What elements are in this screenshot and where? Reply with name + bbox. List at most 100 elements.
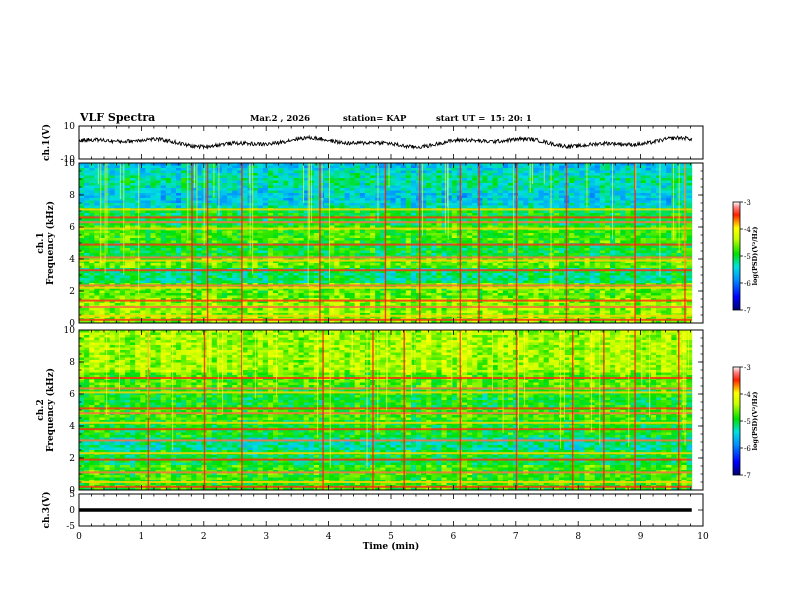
- spectrogram-cell: [405, 240, 412, 244]
- spectrogram-cell: [267, 273, 274, 276]
- spectrogram-cell: [196, 258, 202, 261]
- spectrogram-cell: [303, 288, 310, 291]
- spectrogram-cell: [242, 210, 248, 214]
- spectrogram-cell: [441, 185, 448, 189]
- spectrogram-cell: [298, 270, 305, 274]
- spectrogram-cell: [252, 265, 259, 269]
- spectrogram-cell: [130, 270, 136, 274]
- spectrogram-cell: [349, 213, 356, 216]
- spectrogram-cell: [109, 298, 116, 301]
- spectrogram-cell: [109, 213, 116, 216]
- spectrogram-cell: [467, 298, 473, 301]
- spectrogram-cell: [472, 253, 478, 256]
- spectrogram-cell: [461, 315, 468, 319]
- spectrogram-cell: [181, 168, 187, 171]
- spectrogram-cell: [410, 198, 417, 201]
- spectrogram-cell: [467, 195, 473, 199]
- spectrogram-cell: [472, 203, 478, 206]
- spectrogram-cell: [293, 290, 299, 294]
- spectrogram-cell: [426, 263, 432, 266]
- spectrogram-cell: [160, 225, 167, 229]
- spectrogram-cell: [150, 253, 156, 256]
- spectrogram-cell: [472, 258, 478, 261]
- spectrogram-cell: [170, 200, 177, 204]
- spectrogram-cell: [416, 238, 422, 241]
- spectrogram-cell: [252, 165, 259, 169]
- spectrogram-cell: [196, 313, 202, 316]
- spectrogram-cell: [99, 313, 105, 316]
- spectrogram-cell: [380, 275, 386, 279]
- spectrogram-cell: [313, 258, 320, 261]
- spectrogram-cell: [385, 278, 391, 281]
- spectrogram-cell: [232, 223, 238, 226]
- spectrogram-cell: [339, 213, 345, 216]
- spectrogram-cell: [130, 273, 136, 276]
- spectrogram-cell: [227, 218, 233, 221]
- spectrogram-cell: [451, 278, 458, 281]
- spectrogram-cell: [436, 198, 442, 201]
- spectrogram-cell: [273, 225, 279, 229]
- spectrogram-cell: [293, 235, 299, 239]
- spectrogram-cell: [324, 198, 330, 201]
- spectrogram-cell: [252, 210, 259, 214]
- spectrogram-cell: [201, 310, 208, 314]
- spectrogram-cell: [339, 218, 345, 221]
- spectrogram-cell: [364, 183, 371, 186]
- spectrogram-cell: [109, 195, 116, 199]
- spectrogram-cell: [288, 313, 294, 316]
- spectrogram-cell: [349, 163, 356, 166]
- spectrogram-cell: [191, 200, 197, 204]
- spectrogram-cell: [191, 195, 197, 199]
- spectrogram-cell: [456, 190, 463, 194]
- spectrogram-cell: [155, 278, 162, 281]
- spectrogram-cell: [237, 273, 243, 276]
- spectrogram-cell: [380, 233, 386, 236]
- spectrogram-cell: [339, 193, 345, 196]
- spectrogram-cell: [319, 310, 325, 314]
- spectrogram-cell: [242, 203, 248, 206]
- spectrogram-cell: [364, 198, 371, 201]
- spectrogram-cell: [446, 263, 453, 266]
- spectrogram-cell: [278, 168, 284, 171]
- spectrogram-cell: [181, 293, 187, 296]
- spectrogram-cell: [252, 200, 259, 204]
- spectrogram-cell: [257, 200, 264, 204]
- spectrogram-cell: [114, 250, 121, 254]
- spectrogram-cell: [319, 253, 325, 256]
- spectrogram-cell: [410, 260, 417, 264]
- spectrogram-cell: [416, 205, 422, 209]
- spectrogram-cell: [329, 300, 335, 304]
- spectrogram-cell: [456, 253, 463, 256]
- spectrogram-cell: [298, 193, 305, 196]
- spectrogram-cell: [359, 290, 366, 294]
- spectrogram-cell: [104, 300, 111, 304]
- spectrogram-cell: [267, 198, 274, 201]
- spectrogram-cell: [221, 260, 228, 264]
- spectrogram-cell: [390, 240, 396, 244]
- spectrogram-cell: [181, 170, 187, 174]
- spectrogram-cell: [89, 313, 95, 316]
- spectrogram-cell: [160, 258, 167, 261]
- spectrogram-cell: [431, 165, 437, 169]
- spectrogram-cell: [181, 280, 187, 284]
- spectrogram-cell: [99, 275, 105, 279]
- spectrogram-cell: [155, 260, 162, 264]
- spectrogram-cell: [467, 175, 473, 179]
- spectrogram-cell: [298, 303, 305, 306]
- date-label: Mar.2 , 2026: [250, 114, 311, 124]
- spectrogram-cell: [119, 195, 126, 199]
- spectrogram-cell: [451, 265, 458, 269]
- spectrogram-cell: [84, 315, 90, 319]
- spectrogram-cell: [170, 175, 177, 179]
- spectrogram-cell: [400, 203, 407, 206]
- spectrogram-cell: [84, 190, 90, 194]
- spectrogram-cell: [349, 193, 356, 196]
- spectrogram-cell: [273, 320, 279, 324]
- spectrogram-cell: [99, 258, 105, 261]
- spectrogram-cell: [130, 298, 136, 301]
- spectrogram-cell: [359, 293, 366, 296]
- spectrogram-cell: [421, 175, 427, 179]
- spectrogram-cell: [257, 235, 264, 239]
- spectrogram-cell: [145, 185, 151, 189]
- spectrogram-cell: [390, 180, 396, 184]
